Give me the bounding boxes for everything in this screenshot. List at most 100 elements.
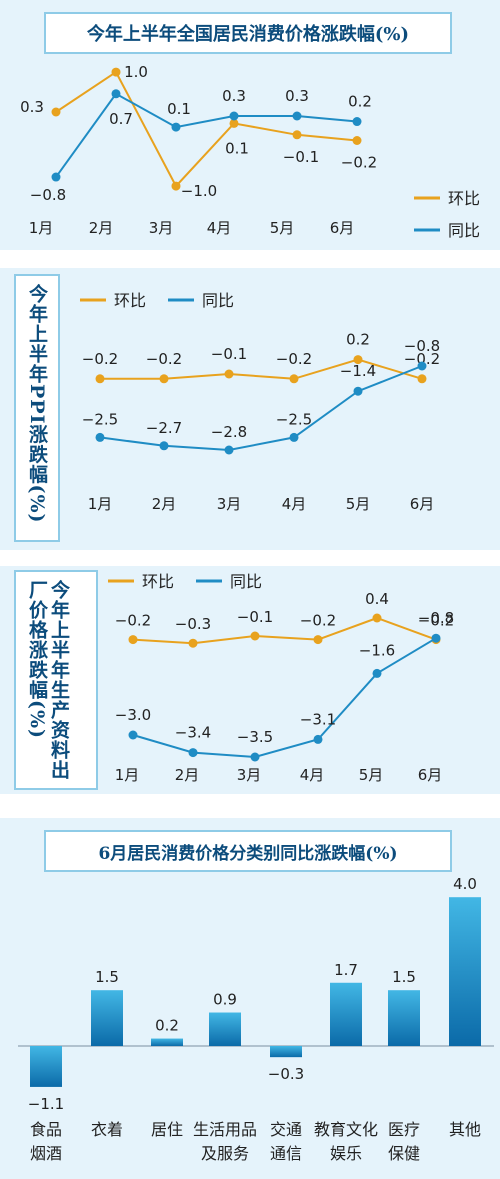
ppi-yoy-value-label: −2.5 — [276, 410, 312, 428]
category-title-banner: 6月居民消费价格分类别同比涨跌幅(%) — [44, 830, 452, 872]
category-name-label: 及服务 — [201, 1144, 249, 1163]
producer-month-label: 6月 — [418, 766, 443, 784]
ppi-month-label: 6月 — [410, 495, 435, 513]
ppi-yoy-value-label: −2.7 — [146, 419, 182, 437]
producer-yoy-value-label: −3.5 — [237, 728, 273, 746]
producer-yoy-point — [313, 734, 323, 744]
producer-mom-line — [132, 616, 437, 645]
producer-mom-point — [128, 635, 138, 645]
category-name-label: 交通 — [270, 1120, 302, 1139]
category-value-label: −0.3 — [268, 1065, 304, 1083]
ppi-panel: 今年上半年PPI涨跌幅(%) −0.2 −0.2 −0.1 −0.2 0.2 −0.2 −2… — [0, 268, 500, 550]
category-value-label: 4.0 — [453, 875, 477, 893]
producer-mom-value-label: −0.3 — [175, 615, 211, 633]
producer-mom-value-label: −0.2 — [418, 612, 454, 630]
ppi-mom-value-label: −0.2 — [146, 350, 182, 368]
cpi-yoy-value-label: −0.8 — [30, 186, 66, 204]
ppi-yoy-value-label: −2.5 — [82, 410, 118, 428]
ppi-yoy-point — [289, 432, 299, 442]
ppi-yoy-value-label: −0.8 — [404, 337, 440, 355]
producer-yoy-value-label: −3.4 — [175, 724, 211, 742]
cpi-title: 今年上半年全国居民消费价格涨跌幅(%) — [86, 24, 410, 45]
cpi-mom-point — [292, 130, 302, 140]
ppi-month-label: 2月 — [152, 495, 177, 513]
producer-yoy-point — [431, 633, 441, 643]
cpi-yoy-point — [352, 117, 362, 127]
ppi-yoy-point — [417, 361, 427, 371]
producer-yoy-value-label: −1.6 — [359, 641, 395, 659]
cpi-mom-value-label: 0.1 — [225, 139, 249, 157]
cpi-mom-line — [55, 70, 358, 188]
ppi-mom-point — [95, 374, 105, 384]
cpi-month-label: 3月 — [149, 219, 174, 237]
category-name-label: 医疗 — [388, 1120, 420, 1139]
category-name-label: 衣着 — [91, 1120, 123, 1139]
ppi-mom-point — [289, 374, 299, 384]
category-bar — [330, 982, 362, 1046]
producer-mom-point — [250, 631, 260, 641]
ppi-mom-point — [159, 374, 169, 384]
cpi-yoy-value-label: 0.7 — [109, 110, 133, 128]
cpi-mom-point — [352, 136, 362, 145]
producer-mom-point — [188, 638, 198, 648]
category-bar — [91, 990, 123, 1046]
ppi-month-label: 1月 — [88, 495, 113, 513]
cpi-panel: 今年上半年全国居民消费价格涨跌幅(%) 0.3 1.0 −1.0 0.1 −0.1 −0.… — [0, 0, 500, 250]
cpi-yoy-line — [55, 92, 358, 178]
ppi-mom-value-label: 0.2 — [346, 331, 370, 349]
category-bar — [270, 1046, 302, 1058]
ppi-month-label: 4月 — [282, 495, 307, 513]
producer-mom-value-label: −0.2 — [300, 612, 336, 630]
producer-title: 今年上半年生产资料出厂价格涨跌幅(%) — [26, 580, 70, 780]
ppi-legend-yoy-label: 同比 — [202, 291, 234, 310]
ppi-yoy-value-label: −2.8 — [211, 423, 247, 441]
category-bar — [30, 1046, 62, 1087]
cpi-yoy-value-label: 0.2 — [348, 93, 372, 111]
category-value-label: 1.5 — [392, 968, 416, 986]
producer-yoy-point — [128, 730, 138, 740]
cpi-yoy-value-label: 0.3 — [285, 87, 309, 105]
category-bar — [151, 1038, 183, 1046]
ppi-mom-value-label: −0.2 — [404, 350, 440, 368]
category-name-label: 娱乐 — [330, 1144, 362, 1163]
ppi-mom-point — [224, 369, 234, 379]
cpi-month-label: 4月 — [207, 219, 232, 237]
cpi-legend-mom-label: 环比 — [448, 189, 480, 208]
category-name-label: 教育文化 — [314, 1120, 378, 1139]
ppi-mom-value-label: −0.2 — [82, 350, 118, 368]
producer-yoy-value-label: −3.0 — [115, 706, 151, 724]
producer-title-banner: 今年上半年生产资料出厂价格涨跌幅(%) — [14, 570, 98, 790]
category-name-label: 烟酒 — [30, 1144, 62, 1163]
cpi-mom-value-label: 0.3 — [20, 98, 44, 116]
category-name-label: 居住 — [151, 1120, 183, 1139]
ppi-title: 今年上半年PPI涨跌幅(%) — [26, 284, 48, 524]
category-name-label: 食品 — [30, 1120, 62, 1139]
producer-yoy-point — [372, 668, 382, 678]
category-bar — [388, 990, 420, 1046]
producer-line-chart: −0.2 −0.3 −0.1 −0.2 0.4 −0.2 −3.0 −3.4 −3.5 −3.1 −… — [108, 572, 454, 784]
ppi-month-label: 5月 — [346, 495, 371, 513]
ppi-mom-value-label: −0.2 — [276, 350, 312, 368]
producer-month-label: 1月 — [115, 766, 140, 784]
producer-yoy-value-label: −3.1 — [300, 710, 336, 728]
category-bar — [449, 897, 481, 1046]
cpi-legend-yoy-label: 同比 — [448, 221, 480, 240]
category-panel: 6月居民消费价格分类别同比涨跌幅(%) −1.1 食品 烟酒 1.5 衣着 0.2 居住 0.… — [0, 818, 500, 1179]
cpi-mom-value-label: −0.1 — [283, 148, 319, 166]
producer-mom-value-label: −0.1 — [237, 608, 273, 626]
ppi-yoy-line — [99, 365, 423, 452]
producer-month-label: 5月 — [359, 766, 384, 784]
producer-panel: 今年上半年生产资料出厂价格涨跌幅(%) −0.2 −0.3 −0.1 −0.2 0.4−… — [0, 566, 500, 794]
ppi-yoy-point — [159, 441, 169, 451]
ppi-yoy-value-label: −1.4 — [340, 362, 376, 380]
ppi-title-banner: 今年上半年PPI涨跌幅(%) — [14, 274, 60, 542]
producer-yoy-line — [132, 637, 437, 759]
producer-month-label: 3月 — [237, 766, 262, 784]
cpi-title-banner: 今年上半年全国居民消费价格涨跌幅(%) — [44, 12, 452, 54]
category-value-label: −1.1 — [28, 1095, 64, 1113]
cpi-month-label: 5月 — [270, 219, 295, 237]
cpi-mom-point — [51, 107, 61, 117]
cpi-yoy-point — [292, 111, 302, 121]
ppi-yoy-point — [224, 445, 234, 455]
